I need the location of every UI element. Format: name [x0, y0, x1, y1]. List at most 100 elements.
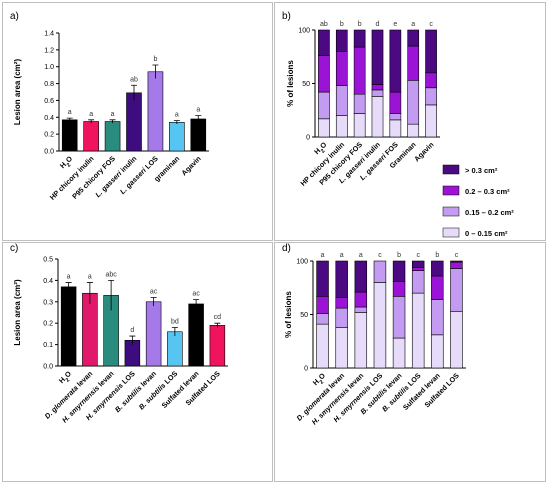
- error-bar: [88, 119, 95, 124]
- significance-label: b: [435, 252, 439, 259]
- stacked-bar-segment: [354, 306, 368, 313]
- legend-swatch: [442, 206, 460, 217]
- stacked-bar-segment: [371, 84, 384, 91]
- significance-label: a: [68, 109, 72, 116]
- stacked-bar-segment: [411, 260, 425, 268]
- y-tick-label: 0.2: [43, 321, 53, 328]
- y-tick-label: 100: [296, 259, 308, 266]
- stacked-bar-segment: [450, 268, 463, 312]
- stacked-bar-segment: [407, 123, 420, 138]
- significance-label: b: [340, 21, 344, 28]
- significance-label: e: [393, 21, 397, 28]
- bar: [167, 331, 183, 367]
- panel-label: c): [10, 243, 18, 254]
- stacked-bar-segment: [353, 46, 366, 95]
- stacked-bar-segment: [316, 296, 329, 314]
- y-tick-label: 0.5: [43, 257, 53, 264]
- bar: [190, 118, 207, 152]
- stacked-bar-segment: [407, 29, 420, 47]
- y-tick-label: 0.1: [43, 342, 53, 349]
- stacked-bar-segment: [354, 260, 368, 293]
- y-tick-label: 0.4: [44, 115, 54, 122]
- panel-label: b): [282, 11, 291, 22]
- x-tick-label: H2O: [57, 369, 76, 388]
- panel-a-frame: [2, 2, 273, 241]
- stacked-bar-segment: [335, 51, 348, 86]
- stacked-bar-segment: [425, 87, 437, 106]
- significance-label: c: [378, 252, 382, 259]
- stacked-bar-segment: [353, 29, 366, 48]
- significance-label: cd: [214, 314, 222, 321]
- stacked-bar-segment: [392, 337, 406, 369]
- significance-label: ac: [150, 289, 158, 296]
- error-bar: [214, 322, 221, 328]
- error-bar: [152, 64, 159, 79]
- bar: [82, 292, 98, 367]
- y-tick-label: 1.2: [44, 47, 54, 54]
- error-bar: [65, 282, 72, 292]
- stacked-bar-segment: [425, 72, 437, 89]
- legend-label: > 0.3 cm²: [465, 166, 498, 175]
- stacked-bar-segment: [316, 260, 329, 297]
- significance-label: a: [175, 112, 179, 119]
- y-tick-label: 0.0: [44, 149, 54, 156]
- stacked-bar-segment: [389, 29, 402, 93]
- stacked-bar-segment: [407, 45, 420, 81]
- stacked-bar-segment: [431, 260, 444, 277]
- x-tick-label: Agavin: [179, 154, 202, 177]
- significance-label: a: [359, 252, 363, 259]
- legend-label: 0.15 – 0.2 cm²: [465, 208, 514, 217]
- stacked-bar-segment: [425, 104, 437, 138]
- stacked-bar-segment: [335, 85, 348, 116]
- stacked-bar-segment: [373, 282, 387, 369]
- panel-label: a): [10, 11, 19, 22]
- stacked-bar-segment: [316, 323, 329, 369]
- y-tick-label: 50: [302, 81, 310, 88]
- significance-label: d: [376, 21, 380, 28]
- significance-label: a: [89, 111, 93, 118]
- error-bar: [109, 119, 116, 124]
- stacked-bar-segment: [425, 29, 437, 74]
- error-bar: [66, 117, 73, 122]
- y-tick-label: 0: [304, 366, 308, 373]
- error-bar: [129, 335, 136, 345]
- y-tick-label: 1.4: [44, 31, 54, 38]
- stacked-bar-segment: [431, 334, 444, 369]
- significance-label: b: [153, 56, 157, 63]
- y-tick-label: 0.3: [43, 299, 53, 306]
- significance-label: a: [196, 107, 200, 114]
- stacked-bar-segment: [371, 29, 384, 85]
- stacked-bar-segment: [335, 307, 348, 328]
- error-bar: [193, 299, 200, 309]
- stacked-bar-segment: [354, 291, 368, 308]
- chart-panel-a: a) Lesion area (cm²) 0.0 0.2 0.4 0.6 0.8 1.0 1.2…: [10, 11, 209, 202]
- legend-swatch: [442, 164, 460, 175]
- y-tick-label: 0.2: [44, 132, 54, 139]
- stacked-bar-segment: [392, 281, 406, 297]
- legend-label: 0.2 – 0.3 cm²: [465, 187, 510, 196]
- significance-label: b: [397, 252, 401, 259]
- stacked-bar-segment: [431, 275, 444, 300]
- bar: [209, 325, 226, 367]
- significance-label: a: [111, 111, 115, 118]
- significance-label: ab: [130, 76, 138, 83]
- error-bar: [195, 115, 202, 123]
- significance-label: abc: [105, 271, 117, 278]
- chart-legend: > 0.3 cm² 0.2 – 0.3 cm² 0.15 – 0.2 cm² 0 – …: [442, 164, 514, 238]
- stacked-bar-segment: [335, 29, 348, 52]
- significance-label: a: [67, 274, 71, 281]
- stacked-bar-segment: [354, 312, 368, 369]
- stacked-bar-segment: [335, 260, 348, 298]
- panel-c-frame: [2, 242, 273, 482]
- bar: [188, 303, 204, 367]
- x-tick-label: Agavin: [412, 140, 435, 163]
- stacked-bar-segment: [335, 297, 348, 309]
- bar: [61, 119, 78, 152]
- y-tick-label: 1.0: [44, 64, 54, 71]
- significance-label: a: [88, 274, 92, 281]
- bar: [60, 286, 77, 367]
- significance-label: c: [455, 252, 459, 259]
- significance-label: d: [130, 327, 134, 334]
- stacked-bar-segment: [335, 327, 348, 369]
